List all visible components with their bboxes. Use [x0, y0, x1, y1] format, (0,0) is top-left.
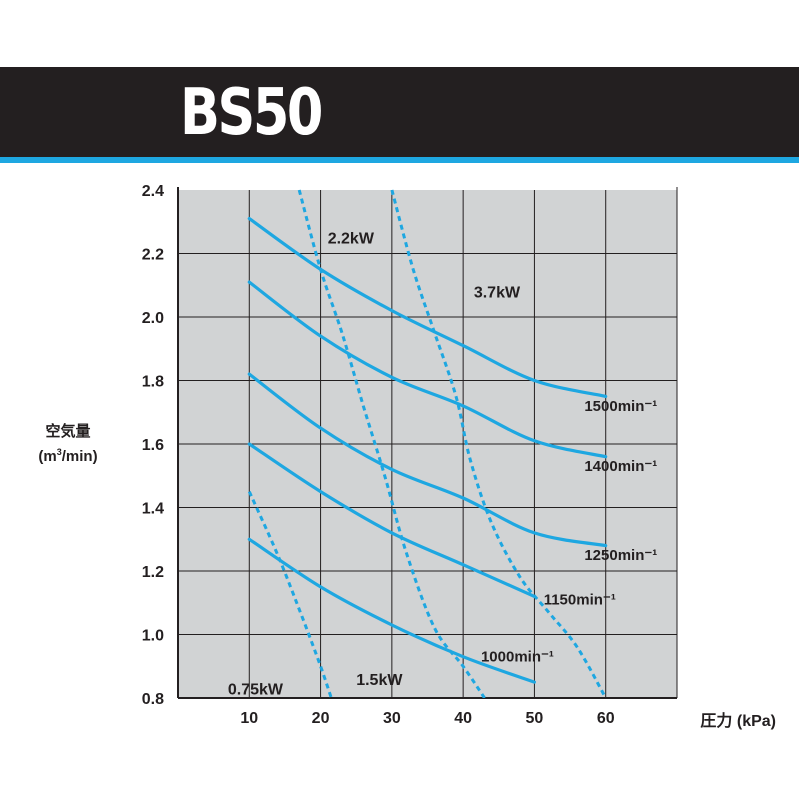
- speed-curve-4: [247, 537, 536, 684]
- x-axis-title: 圧力 (kPa): [700, 711, 776, 730]
- y-tick-label: 1.4: [142, 501, 164, 518]
- header-accent-stripe: [0, 157, 799, 163]
- x-tick-label: 20: [312, 710, 330, 727]
- header-bar: [0, 67, 799, 157]
- x-tick-label: 40: [454, 710, 472, 727]
- power-curve-label: 0.75kW: [228, 681, 284, 698]
- y-tick-label: 2.4: [142, 183, 164, 200]
- power-curve-label: 2.2kW: [328, 231, 375, 248]
- power-curve-0: [247, 490, 333, 698]
- y-tick-label: 0.8: [142, 691, 164, 708]
- x-tick-label: 30: [383, 710, 401, 727]
- x-tick-label: 60: [597, 710, 615, 727]
- power-curve-2: [390, 189, 608, 698]
- y-axis-title: 空気量 (m3/min): [18, 422, 118, 467]
- speed-curve-2: [247, 372, 608, 548]
- power-curve-label: 3.7kW: [474, 285, 521, 302]
- y-tick-label: 2.2: [142, 247, 164, 264]
- speed-curve-label: 1000min⁻¹: [481, 649, 554, 666]
- y-tick-label: 1.6: [142, 437, 164, 454]
- y-tick-label: 1.2: [142, 564, 164, 581]
- speed-curve-label: 1250min⁻¹: [584, 547, 657, 564]
- power-curve-label: 1.5kW: [356, 672, 403, 689]
- x-tick-label: 10: [240, 710, 258, 727]
- page-title: BS50: [180, 76, 323, 150]
- speed-curve-label: 1150min⁻¹: [544, 592, 616, 609]
- speed-curve-label: 1400min⁻¹: [584, 458, 657, 475]
- speed-curve-1: [247, 280, 608, 459]
- y-tick-label: 2.0: [142, 310, 164, 327]
- y-tick-label: 1.0: [142, 628, 164, 645]
- y-axis-title-line2: (m3/min): [38, 447, 98, 465]
- speed-curve-label: 1500min⁻¹: [584, 398, 657, 415]
- speed-curve-0: [247, 217, 608, 398]
- speed-curve-3: [247, 442, 536, 598]
- x-tick-label: 50: [526, 710, 544, 727]
- y-axis-title-line1: 空気量: [45, 423, 91, 440]
- y-tick-label: 1.8: [142, 374, 164, 391]
